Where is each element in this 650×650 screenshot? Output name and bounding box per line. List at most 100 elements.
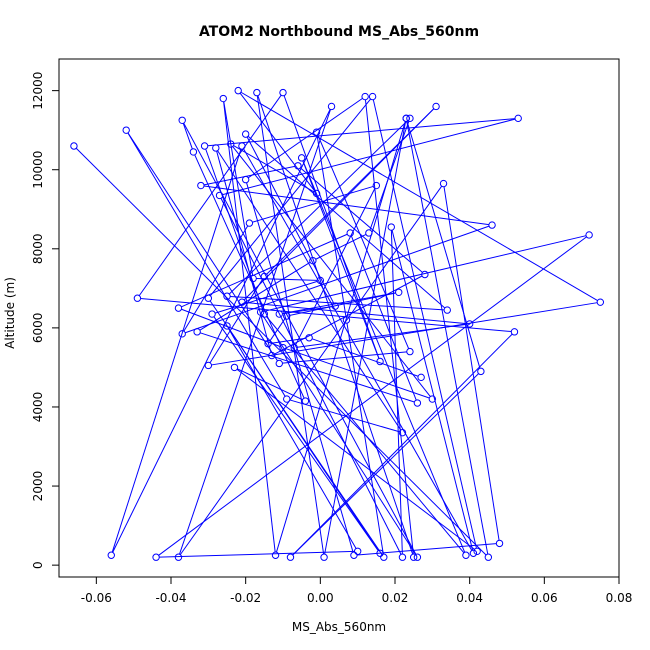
data-point [271, 551, 280, 559]
data-point [439, 179, 448, 188]
data-point [402, 114, 410, 123]
series-line-segment [289, 292, 396, 316]
data-point [462, 551, 470, 559]
data-point [297, 154, 306, 162]
series-line-segment [232, 146, 431, 397]
series-line-segment [246, 136, 335, 304]
data-point [350, 551, 358, 559]
series-line-segment [240, 91, 598, 302]
x-tick-label: -0.02 [230, 591, 261, 605]
series-line-segment [75, 147, 487, 556]
data-point [133, 294, 142, 302]
series-line-segment [211, 302, 598, 366]
series-line-segment [390, 230, 403, 555]
x-tick-label: -0.06 [81, 591, 112, 605]
data-point [264, 340, 272, 348]
series-line-segment [220, 198, 402, 555]
data-point [365, 229, 373, 237]
x-tick-label: 0.08 [606, 591, 633, 605]
data-point [122, 126, 130, 134]
data-point [256, 308, 265, 316]
series-line-segment [228, 328, 357, 549]
series-line-segment [159, 550, 355, 558]
data-point [346, 229, 354, 237]
data-point [312, 189, 321, 198]
series-line-segment [223, 101, 276, 553]
series-line-segment [233, 145, 315, 193]
data-point [107, 551, 115, 559]
data-point [428, 395, 437, 403]
x-tick-label: -0.04 [155, 591, 186, 605]
series-0 [70, 86, 605, 561]
data-point [495, 539, 504, 548]
data-point [286, 553, 295, 561]
series-line-segment [275, 121, 406, 553]
series-line-segment [243, 148, 473, 551]
data-point [204, 361, 213, 370]
series-line-segment [257, 95, 414, 555]
y-tick-label: 10000 [31, 151, 45, 189]
series-line-segment [203, 185, 489, 226]
series-line-segment [247, 135, 446, 309]
data-point [234, 86, 242, 95]
data-point [409, 553, 418, 561]
series-line-segment [194, 154, 305, 399]
data-point [406, 114, 414, 123]
data-point [309, 256, 317, 265]
data-point [279, 343, 287, 352]
y-tick-label: 6000 [31, 313, 45, 344]
data-point [372, 181, 381, 190]
data-point [305, 334, 313, 342]
series-line-segment [127, 132, 286, 397]
data-point [585, 231, 593, 239]
data-point [395, 288, 403, 296]
series-line-segment [289, 399, 400, 433]
data-point [413, 553, 422, 561]
series-line-segment [266, 108, 435, 275]
series-line-segment [207, 118, 516, 147]
data-point [443, 306, 451, 314]
series-line-segment [302, 160, 466, 553]
series-line-segment [372, 99, 477, 549]
x-tick-label: 0.06 [531, 591, 558, 605]
series-line-segment [223, 101, 254, 276]
data-point [178, 116, 186, 124]
data-point [260, 310, 269, 318]
data-point [215, 191, 224, 200]
data-point [376, 357, 384, 366]
series-line-segment [285, 348, 430, 399]
data-point [70, 142, 78, 150]
series-line-segment [263, 235, 587, 312]
data-point [398, 428, 407, 437]
data-point [212, 144, 220, 152]
data-point [174, 304, 183, 312]
y-axis: 0 2000 4000 6000 8000 10000 12000 [31, 72, 60, 569]
data-point [275, 310, 283, 318]
data-point [275, 359, 283, 368]
series-line-segment [292, 333, 513, 556]
series-line-segment [443, 186, 500, 541]
series-line-segment [199, 261, 311, 331]
y-tick-label: 0 [31, 561, 45, 569]
series-line-segment [111, 148, 242, 553]
chart-title: ATOM2 Northbound MS_Abs_560nm [199, 24, 479, 40]
series-line-segment [317, 134, 410, 349]
data-point [477, 367, 485, 376]
data-point [249, 274, 257, 283]
data-point [514, 114, 522, 123]
data-point [406, 347, 414, 356]
series-line-segment [302, 160, 380, 359]
series-line-segment [217, 150, 402, 431]
data-point [368, 92, 377, 101]
data-point [219, 94, 227, 103]
data-point [227, 140, 235, 148]
data-point [253, 88, 261, 97]
data-point [469, 549, 478, 557]
data-point [353, 547, 362, 555]
data-point [245, 219, 254, 227]
series-line-segment [266, 316, 465, 554]
series-line-segment [127, 132, 278, 362]
data-point [223, 322, 231, 330]
series-line-segment [222, 118, 516, 196]
series-line-segment [292, 373, 479, 556]
